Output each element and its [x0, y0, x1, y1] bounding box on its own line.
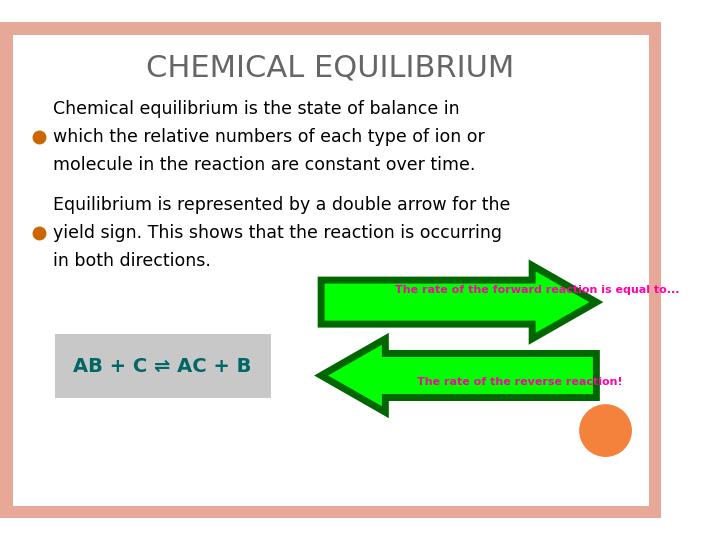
Polygon shape: [321, 339, 596, 412]
Polygon shape: [321, 266, 596, 339]
Text: Equilibrium is represented by a double arrow for the
yield sign. This shows that: Equilibrium is represented by a double a…: [53, 197, 510, 270]
Text: The rate of the reverse reaction!: The rate of the reverse reaction!: [418, 377, 623, 387]
Text: CHEMICAL EQUILIBRIUM: CHEMICAL EQUILIBRIUM: [146, 53, 514, 83]
Text: The rate of the forward reaction is equal to...: The rate of the forward reaction is equa…: [395, 285, 679, 295]
FancyBboxPatch shape: [0, 22, 660, 518]
Text: AB + C ⇌ AC + B: AB + C ⇌ AC + B: [73, 357, 251, 376]
FancyBboxPatch shape: [55, 334, 271, 399]
Circle shape: [580, 405, 631, 456]
Text: Chemical equilibrium is the state of balance in
which the relative numbers of ea: Chemical equilibrium is the state of bal…: [53, 100, 485, 174]
